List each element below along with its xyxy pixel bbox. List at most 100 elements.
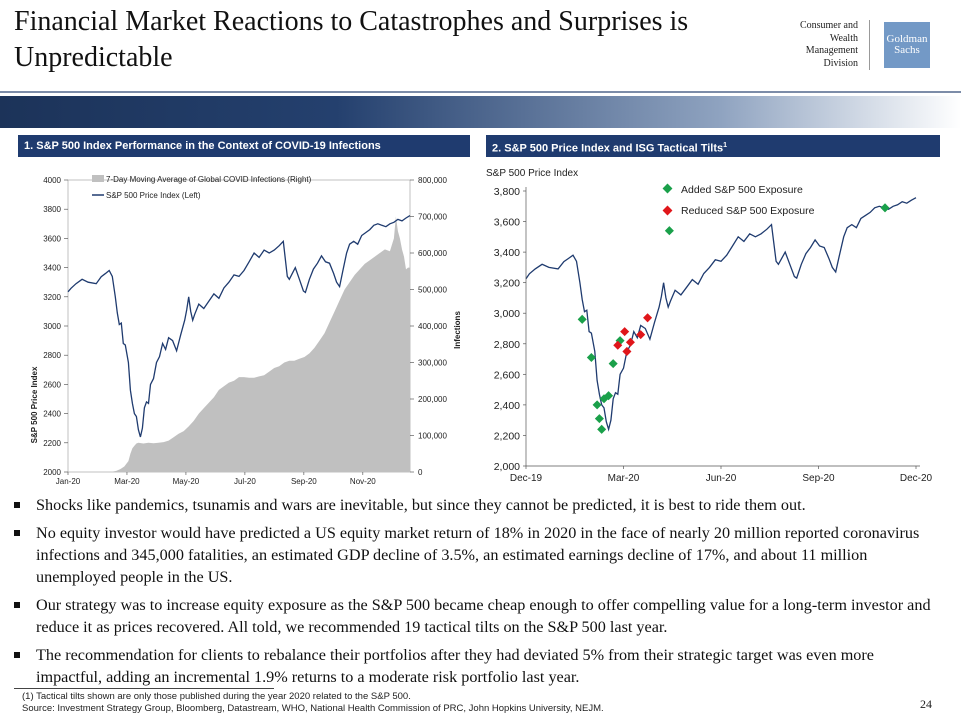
chart1-xtick-label: May-20 [173, 477, 200, 486]
chart1-xtick-label: Jul-20 [234, 477, 256, 486]
division-line: Management [805, 45, 858, 56]
chart1-ytick-left-label: 3800 [43, 205, 61, 214]
chart1-ylabel-left: S&P 500 Price Index [30, 366, 39, 443]
bullet-icon [14, 652, 20, 658]
chart1-ytick-right-label: 200,000 [418, 395, 447, 404]
chart1-xtick-label: Sep-20 [291, 477, 317, 486]
chart1-ytick-right-label: 300,000 [418, 359, 447, 368]
chart1-ylabel-right: Infections [453, 311, 462, 349]
chart2-ytick-label: 2,600 [494, 369, 520, 381]
added-exposure-marker [597, 424, 607, 434]
goldman-sachs-logo: Goldman Sachs [884, 22, 930, 68]
chart1-ytick-left-label: 2400 [43, 410, 61, 419]
chart2-ylabel: S&P 500 Price Index [486, 168, 578, 179]
chart2-ytick-label: 2,200 [494, 430, 520, 442]
chart2-xtick-label: Dec-20 [900, 473, 933, 484]
reduced-exposure-marker [625, 337, 635, 347]
bullet-text: Our strategy was to increase equity expo… [36, 596, 931, 636]
chart1-ytick-left-label: 2800 [43, 351, 61, 360]
chart1-ytick-right-label: 0 [418, 468, 423, 477]
chart2-sp500-tilts: S&P 500 Price Index 3,800 3,600 3,400 3,200… [486, 168, 933, 484]
bullet-text: Shocks like pandemics, tsunamis and wars… [36, 496, 806, 514]
chart1-ytick-right-label: 600,000 [418, 249, 447, 258]
bullet-text: No equity investor would have predicted … [36, 524, 920, 586]
chart2-title-footnote-mark: 1 [723, 142, 728, 149]
chart1-covid-sp500: 4000 3800 3600 3400 3200 3000 2800 2600 2400 2200… [30, 175, 462, 486]
chart1-xtick-label: Nov-20 [350, 477, 376, 486]
chart2-ytick-label: 2,400 [494, 400, 520, 412]
chart2-sp500-line [525, 197, 917, 432]
chart2-ytick-label: 3,400 [494, 247, 520, 259]
logo-line: Goldman [886, 33, 928, 45]
bullet-icon [14, 530, 20, 536]
reduced-exposure-marker [620, 327, 630, 337]
bullet-text: The recommendation for clients to rebala… [36, 646, 874, 686]
added-exposure-marker [577, 314, 587, 324]
added-exposure-marker [586, 352, 596, 363]
chart1-ytick-left-label: 3400 [43, 264, 61, 273]
added-exposure-marker [664, 226, 674, 236]
chart1-xtick-label: Mar-20 [114, 477, 140, 486]
chart1-ytick-left-label: 2000 [43, 468, 61, 477]
bullet-item: Our strategy was to increase equity expo… [14, 594, 944, 638]
header-rule [0, 91, 961, 93]
bullet-icon [14, 602, 20, 608]
chart1-xtick-label: Jan-20 [56, 477, 81, 486]
added-exposure-marker [592, 400, 602, 410]
footer-rule [14, 688, 274, 689]
page-number: 24 [920, 697, 932, 711]
bullet-list: Shocks like pandemics, tsunamis and wars… [14, 494, 944, 694]
division-line: Consumer and [799, 20, 858, 31]
chart2-ytick-label: 3,600 [494, 217, 520, 229]
chart2-xtick-label: Sep-20 [802, 473, 835, 484]
reduced-exposure-marker [622, 346, 632, 356]
bullet-item: The recommendation for clients to rebala… [14, 644, 944, 688]
chart1-ytick-right-label: 500,000 [418, 286, 447, 295]
chart1-ytick-right-label: 700,000 [418, 213, 447, 222]
chart2-title-text: 2. S&P 500 Price Index and ISG Tactical … [492, 142, 724, 155]
chart1-infections-area [68, 216, 410, 472]
brand-separator [869, 20, 870, 70]
legend-label-added: Added S&P 500 Exposure [681, 184, 803, 196]
chart2-ytick-label: 2,800 [494, 339, 520, 351]
legend-swatch-infections [92, 175, 104, 182]
chart2-ytick-label: 3,200 [494, 278, 520, 290]
chart2-ytick-label: 2,000 [494, 461, 520, 473]
chart1-ytick-right-label: 800,000 [418, 176, 447, 185]
chart1-ytick-right-label: 400,000 [418, 322, 447, 331]
chart1-ytick-left-label: 3600 [43, 234, 61, 243]
chart2-xtick-label: Mar-20 [608, 473, 640, 484]
bullet-item: Shocks like pandemics, tsunamis and wars… [14, 494, 944, 516]
chart1-sp500-line [67, 215, 411, 438]
legend-label-sp500: S&P 500 Price Index (Left) [106, 191, 201, 200]
chart2-xtick-label: Dec-19 [510, 473, 543, 484]
chart2-ytick-label: 3,800 [494, 186, 520, 198]
source-note: Source: Investment Strategy Group, Bloom… [22, 703, 604, 714]
legend-marker-reduced [662, 205, 673, 216]
added-exposure-marker [880, 203, 890, 213]
chart1-ytick-right-label: 100,000 [418, 432, 447, 441]
bullet-icon [14, 502, 20, 508]
added-exposure-marker [608, 359, 618, 369]
logo-line: Sachs [894, 44, 920, 56]
chart1-ytick-left-label: 3000 [43, 322, 61, 331]
legend-marker-added [662, 183, 673, 194]
division-label: Consumer and Wealth Management Division [780, 20, 858, 70]
bullet-item: No equity investor would have predicted … [14, 522, 944, 588]
chart1-ytick-left-label: 4000 [43, 176, 61, 185]
reduced-exposure-marker [643, 313, 653, 323]
chart2-xtick-label: Jun-20 [706, 473, 737, 484]
chart1-ytick-left-label: 2600 [43, 380, 61, 389]
header-band [0, 96, 961, 128]
added-exposure-marker [594, 414, 604, 424]
slide-title: Financial Market Reactions to Catastroph… [14, 6, 689, 73]
chart2-title: 2. S&P 500 Price Index and ISG Tactical … [486, 135, 940, 157]
legend-label-infections: 7-Day Moving Average of Global COVID Inf… [106, 175, 312, 184]
chart2-ytick-label: 3,000 [494, 308, 520, 320]
division-line: Division [823, 57, 858, 69]
added-exposure-marker [604, 391, 614, 401]
chart1-ytick-left-label: 3200 [43, 293, 61, 302]
legend-label-reduced: Reduced S&P 500 Exposure [681, 205, 815, 217]
chart1-title: 1. S&P 500 Index Performance in the Cont… [18, 135, 470, 157]
chart1-ytick-left-label: 2200 [43, 439, 61, 448]
